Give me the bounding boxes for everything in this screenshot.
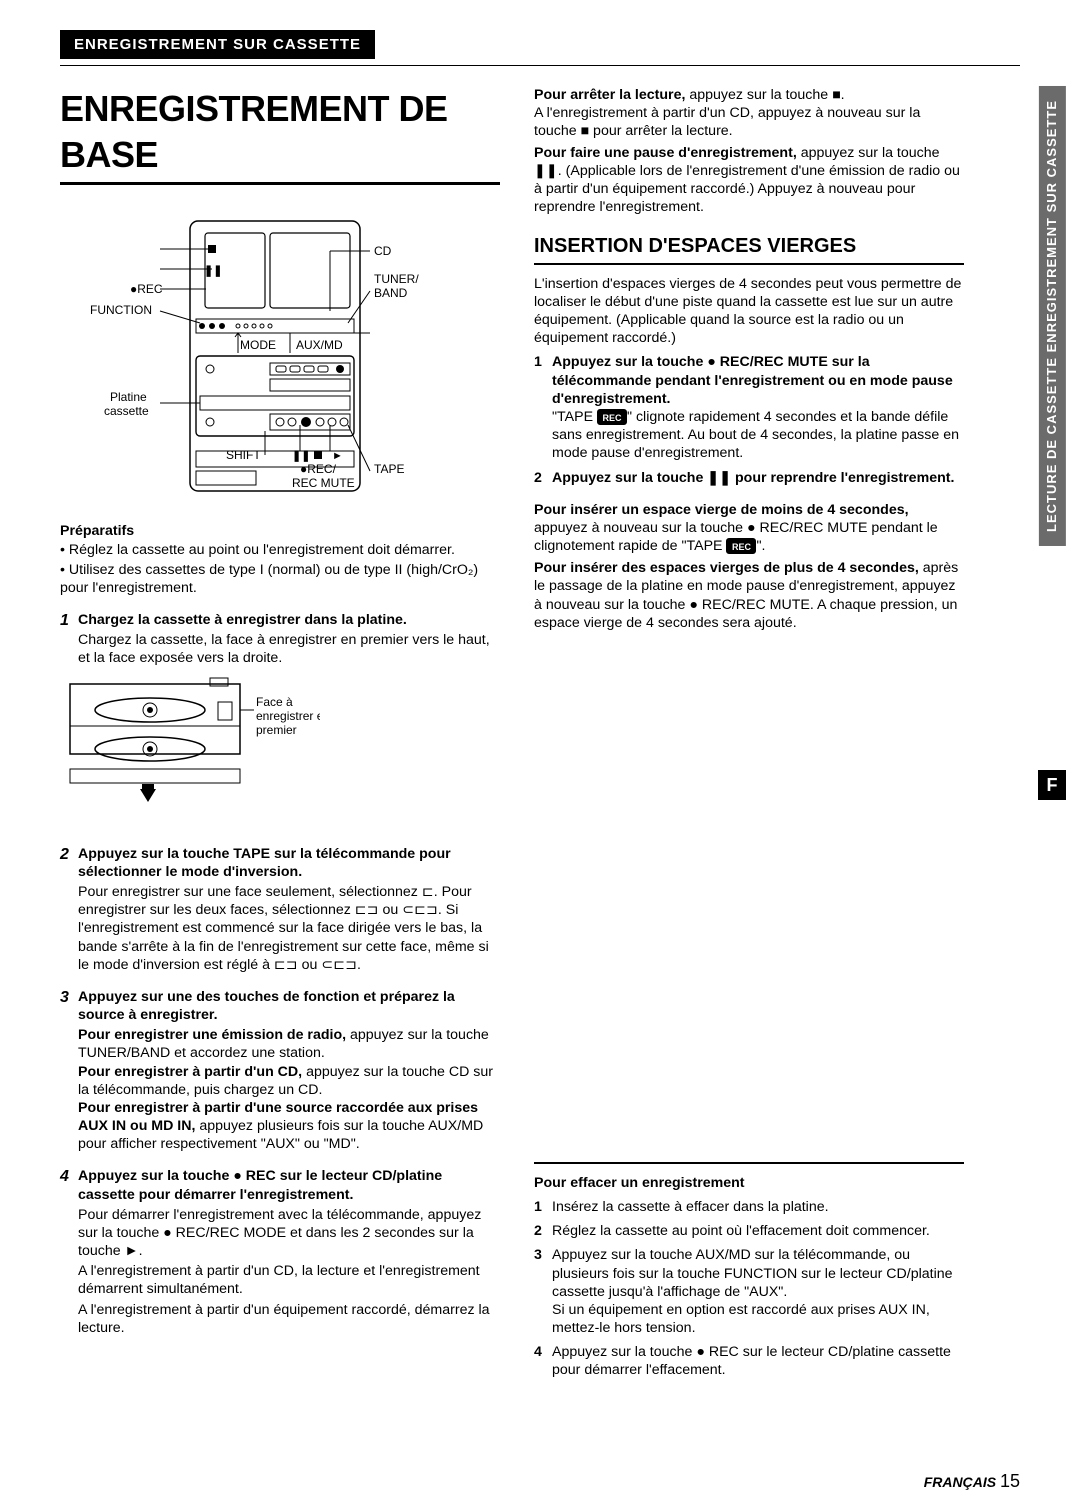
svg-text:●REC: ●REC xyxy=(130,282,163,296)
svg-text:●REC/: ●REC/ xyxy=(300,462,337,476)
svg-text:FUNCTION: FUNCTION xyxy=(90,303,152,317)
step-text: Insérez la cassette à effacer dans la pl… xyxy=(552,1198,964,1216)
step-text: Pour démarrer l'enregistrement avec la t… xyxy=(78,1206,500,1261)
step-number: 2 xyxy=(534,469,552,487)
step-number: 2 xyxy=(60,845,78,974)
two-column-layout: ENREGISTREMENT DE BASE xyxy=(60,86,1020,1380)
erase-step-2: 2 Réglez la cassette au point où l'effac… xyxy=(534,1222,964,1240)
step-text: Réglez la cassette au point où l'effacem… xyxy=(552,1222,964,1240)
svg-text:MODE: MODE xyxy=(240,338,276,352)
step-text: Pour enregistrer sur une face seulement,… xyxy=(78,883,500,974)
blank-step-2: 2 Appuyez sur la touche ❚❚ pour reprendr… xyxy=(534,469,964,487)
step-text: Chargez la cassette, la face à enregistr… xyxy=(78,631,500,667)
more-4sec-text: Pour insérer des espaces vierges de plus… xyxy=(534,559,964,632)
erase-step-3: 3 Appuyez sur la touche AUX/MD sur la té… xyxy=(534,1246,964,1337)
section-header-bar: ENREGISTREMENT SUR CASSETTE xyxy=(60,30,375,59)
step-title: Chargez la cassette à enregistrer dans l… xyxy=(78,611,500,629)
svg-text:BAND: BAND xyxy=(374,286,408,300)
svg-text:enregistrer en: enregistrer en xyxy=(256,709,320,723)
svg-text:CD: CD xyxy=(374,244,392,258)
step-3: 3 Appuyez sur une des touches de fonctio… xyxy=(60,988,500,1154)
intro-text: L'insertion d'espaces vierges de 4 secon… xyxy=(534,275,964,348)
step-text: Appuyez sur la touche AUX/MD sur la télé… xyxy=(552,1247,953,1299)
blank-step-1: 1 Appuyez sur la touche ● REC/REC MUTE s… xyxy=(534,353,964,462)
rec-icon-badge: REC xyxy=(726,538,756,554)
bold-run: Pour enregistrer une émission de radio, xyxy=(78,1027,346,1043)
preparatifs-item: Réglez la cassette au point ou l'enregis… xyxy=(60,541,500,559)
preparatifs-item: Utilisez des cassettes de type I (normal… xyxy=(60,561,500,597)
step-text: Appuyez sur la touche ● REC sur le lecte… xyxy=(552,1343,964,1379)
step-number: 3 xyxy=(60,988,78,1154)
erase-step-1: 1 Insérez la cassette à effacer dans la … xyxy=(534,1198,964,1216)
left-column: ENREGISTREMENT DE BASE xyxy=(60,86,500,1380)
step-title: Appuyez sur une des touches de fonction … xyxy=(78,988,500,1024)
step-4: 4 Appuyez sur la touche ● REC sur le lec… xyxy=(60,1167,500,1337)
header-underline xyxy=(60,65,1020,66)
svg-text:SHIFT: SHIFT xyxy=(226,448,261,462)
erase-step-4: 4 Appuyez sur la touche ● REC sur le lec… xyxy=(534,1343,964,1379)
svg-text:REC MUTE: REC MUTE xyxy=(292,476,355,490)
svg-text:❚❚: ❚❚ xyxy=(292,450,310,462)
svg-text:AUX/MD: AUX/MD xyxy=(296,338,343,352)
rec-icon-badge: REC xyxy=(597,409,627,425)
step-number: 1 xyxy=(60,611,78,668)
cassette-tray-diagram: Face à enregistrer en premier xyxy=(60,674,320,814)
step-text: Si un équipement en option est raccordé … xyxy=(552,1302,930,1336)
step-number: 4 xyxy=(60,1167,78,1337)
erase-title: Pour effacer un enregistrement xyxy=(534,1174,964,1192)
bold-run: Pour enregistrer à partir d'un CD, xyxy=(78,1064,302,1080)
device-diagram: ❚❚ ●REC FUNCTION MODE CD TUNER/ BAND AUX… xyxy=(70,211,470,501)
step-number: 3 xyxy=(534,1246,552,1337)
svg-text:Platine: Platine xyxy=(110,390,147,404)
step-title: Appuyez sur la touche TAPE sur la téléco… xyxy=(78,845,500,881)
footer-language: FRANÇAIS xyxy=(924,1474,996,1490)
svg-text:cassette: cassette xyxy=(104,404,149,418)
page-title: ENREGISTREMENT DE BASE xyxy=(60,86,500,185)
step-number: 1 xyxy=(534,353,552,462)
svg-text:❚❚: ❚❚ xyxy=(204,265,222,277)
step-number: 1 xyxy=(534,1198,552,1216)
svg-text:TUNER/: TUNER/ xyxy=(374,272,419,286)
pause-text: Pour faire une pause d'enregistrement, a… xyxy=(534,144,964,217)
footer-page-number: 15 xyxy=(1000,1471,1020,1491)
page-footer: FRANÇAIS 15 xyxy=(924,1471,1020,1492)
svg-text:►: ► xyxy=(332,450,343,462)
step-text: A l'enregistrement à partir d'un équipem… xyxy=(78,1301,500,1337)
svg-text:Face à: Face à xyxy=(256,695,293,709)
svg-text:premier: premier xyxy=(256,723,297,737)
svg-text:TAPE: TAPE xyxy=(374,462,404,476)
step-number: 4 xyxy=(534,1343,552,1379)
step-title: Appuyez sur la touche ❚❚ pour reprendre … xyxy=(552,470,954,486)
subsection-title: INSERTION D'ESPACES VIERGES xyxy=(534,234,964,265)
stop-playback-text: Pour arrêter la lecture, appuyez sur la … xyxy=(534,86,964,104)
right-column: Pour arrêter la lecture, appuyez sur la … xyxy=(534,86,964,1380)
step-2: 2 Appuyez sur la touche TAPE sur la télé… xyxy=(60,845,500,974)
stop-cd-text: A l'enregistrement à partir d'un CD, app… xyxy=(534,104,964,140)
side-tab-label: LECTURE DE CASSETTE ENREGISTREMENT SUR C… xyxy=(1039,86,1066,546)
step-title: Appuyez sur la touche ● REC/REC MUTE sur… xyxy=(552,354,953,406)
step-number: 2 xyxy=(534,1222,552,1240)
step-1: 1 Chargez la cassette à enregistrer dans… xyxy=(60,611,500,668)
step-title: Appuyez sur la touche ● REC sur le lecte… xyxy=(78,1167,500,1203)
step-text: A l'enregistrement à partir d'un CD, la … xyxy=(78,1262,500,1298)
less-4sec-text: Pour insérer un espace vierge de moins d… xyxy=(534,501,964,556)
preparatifs-list: Réglez la cassette au point ou l'enregis… xyxy=(60,541,500,598)
horizontal-divider xyxy=(534,1162,964,1164)
language-tab-f: F xyxy=(1038,770,1066,800)
preparatifs-title: Préparatifs xyxy=(60,522,500,540)
step-text: Pour enregistrer une émission de radio, … xyxy=(78,1026,500,1153)
